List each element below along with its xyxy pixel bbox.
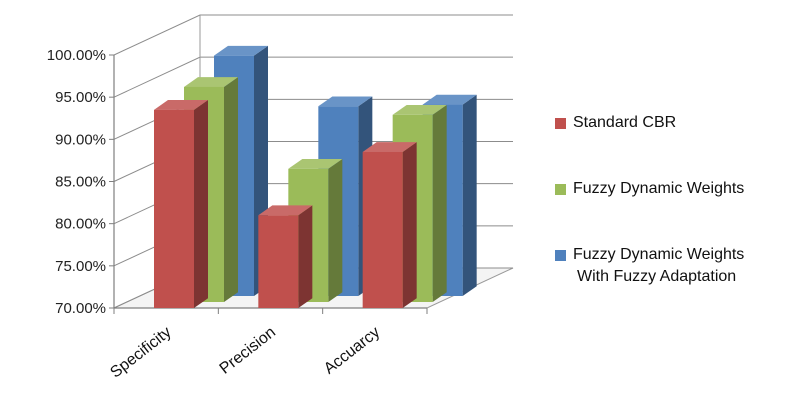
bar-top (154, 100, 208, 110)
y-tick-label: 70.00% (55, 300, 106, 317)
bar-side (432, 104, 447, 302)
bar-top (392, 104, 447, 115)
legend-swatch (555, 250, 566, 261)
legend-item-standard-cbr: Standard CBR (555, 112, 795, 178)
y-tick-labels: 70.00% 75.00% 80.00% 85.00% 90.00% 95.00% 100.… (47, 47, 106, 317)
bar-top (422, 94, 477, 105)
bar-top (184, 77, 238, 87)
bar-front (362, 151, 403, 308)
legend-label: Standard CBR (573, 114, 677, 131)
bar-side (194, 100, 208, 309)
bar-side (328, 158, 343, 302)
bar (154, 100, 208, 309)
bar-front (154, 109, 194, 308)
bar-top (258, 205, 313, 216)
legend-label-line1: Fuzzy Dynamic Weights (573, 246, 745, 263)
y-tick-label: 90.00% (55, 131, 106, 148)
bar-top (288, 158, 343, 169)
bar-side (402, 142, 417, 308)
legend-label: Fuzzy Dynamic Weights With Fuzzy Adaptat… (555, 244, 795, 288)
y-tick-label: 85.00% (55, 174, 106, 191)
bar-top (318, 96, 373, 107)
category-labels: Specificity Precision Accuarcy (107, 324, 383, 382)
bars (154, 45, 477, 309)
y-tick-label: 95.00% (55, 89, 106, 106)
legend: Standard CBR Fuzzy Dynamic Weights Fuzzy… (555, 112, 795, 288)
bar-front (258, 215, 299, 308)
legend-label: Fuzzy Dynamic Weights (573, 180, 745, 197)
y-tick-label: 100.00% (47, 47, 106, 64)
category-label: Specificity (107, 324, 174, 382)
y-tick-label: 75.00% (55, 258, 106, 275)
gridline (113, 14, 513, 56)
legend-label-line2: With Fuzzy Adaptation (577, 268, 737, 285)
category-label: Accuarcy (321, 324, 383, 378)
bar-side (462, 94, 477, 296)
y-tick-label: 80.00% (55, 216, 106, 233)
bar-side (298, 205, 313, 308)
gridline (113, 56, 513, 98)
legend-swatch (555, 118, 566, 129)
bar-top (214, 45, 268, 56)
bar (362, 142, 417, 308)
bar-top (362, 142, 417, 152)
legend-item-fuzzy-dynamic-weights: Fuzzy Dynamic Weights (555, 178, 795, 244)
legend-swatch (555, 184, 566, 195)
bar-side (224, 77, 238, 303)
category-label: Precision (217, 324, 279, 378)
bar (258, 205, 313, 308)
legend-item-fuzzy-adaptation: Fuzzy Dynamic Weights With Fuzzy Adaptat… (555, 244, 795, 288)
